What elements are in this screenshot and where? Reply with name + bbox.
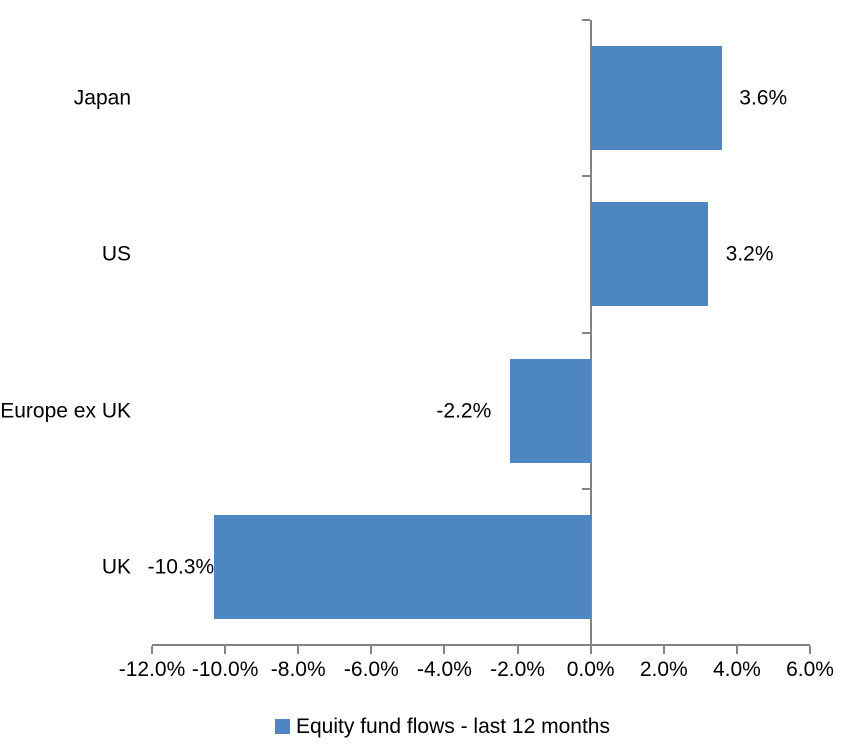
bar-japan xyxy=(590,46,723,151)
value-axis-tick xyxy=(151,646,153,654)
value-label-uk: -10.3% xyxy=(147,555,215,579)
legend-series-label: Equity fund flows - last 12 months xyxy=(296,715,610,738)
category-axis-tick xyxy=(581,487,590,490)
bar-uk xyxy=(214,514,591,619)
value-axis-tick xyxy=(809,646,811,654)
legend-series-swatch-icon xyxy=(275,719,290,734)
value-axis-tick xyxy=(735,646,738,654)
x-tick-label-12-0: -12.0% xyxy=(118,658,186,681)
x-tick-label-10-0: -10.0% xyxy=(191,658,259,681)
category-axis-tick xyxy=(581,331,590,334)
value-axis-tick xyxy=(224,646,227,654)
x-tick-label-2-0: -2.0% xyxy=(490,658,545,681)
value-axis-tick xyxy=(662,646,665,654)
bar-us xyxy=(590,202,708,307)
value-label-japan: 3.6% xyxy=(739,86,788,110)
value-label-us: 3.2% xyxy=(725,242,774,266)
x-tick-label-0-0: 0.0% xyxy=(566,658,615,681)
category-label-uk: UK xyxy=(101,555,131,579)
category-label-us: US xyxy=(101,242,131,266)
category-label-europe-ex-uk: Europe ex UK xyxy=(0,399,131,423)
value-axis-tick xyxy=(370,646,373,654)
x-tick-label-8-0: -8.0% xyxy=(270,658,326,681)
value-label-europe-ex-uk: -2.2% xyxy=(436,399,492,423)
value-axis-tick xyxy=(589,646,592,654)
x-tick-label-4-0: 4.0% xyxy=(712,658,761,681)
x-tick-label-6-0: 6.0% xyxy=(786,658,834,681)
category-label-japan: Japan xyxy=(73,86,131,110)
value-axis-line xyxy=(152,644,810,646)
category-axis-tick xyxy=(581,19,590,21)
value-axis-tick xyxy=(516,646,519,654)
x-tick-label-2-0: 2.0% xyxy=(639,658,688,681)
value-axis-tick xyxy=(443,646,446,654)
category-axis-tick xyxy=(581,175,590,178)
legend: Equity fund flows - last 12 months xyxy=(275,716,610,737)
value-axis-tick xyxy=(297,646,300,654)
bar-europe-ex-uk xyxy=(510,358,591,463)
category-axis-line xyxy=(589,20,592,645)
x-tick-label-6-0: -6.0% xyxy=(343,658,399,681)
x-tick-label-4-0: -4.0% xyxy=(417,658,472,681)
